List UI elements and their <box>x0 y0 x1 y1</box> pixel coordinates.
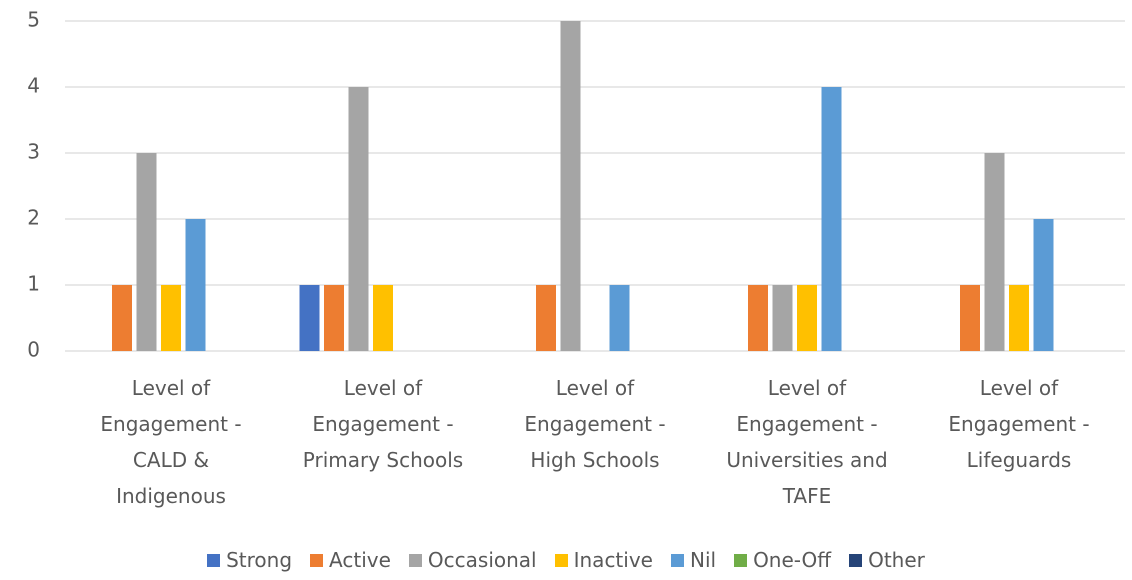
legend-swatch <box>670 553 684 567</box>
bar <box>960 285 980 351</box>
x-tick-label: Level of Engagement - Primary Schools <box>302 376 464 472</box>
bar <box>324 285 344 351</box>
bar <box>821 87 842 351</box>
bar <box>609 285 630 351</box>
bar <box>797 285 817 351</box>
bar <box>136 153 157 351</box>
legend-label: One-Off <box>753 548 832 572</box>
legend-item: Other <box>849 548 925 572</box>
legend-label: Other <box>868 548 925 572</box>
bar <box>373 285 393 351</box>
y-tick-label: 0 <box>27 338 40 362</box>
bar <box>536 285 556 351</box>
x-tick-label: Level of Engagement - Universities and T… <box>726 376 888 508</box>
legend: Strong Active Occasional Inactive Nil One-Off… <box>0 548 1132 572</box>
legend-swatch <box>734 553 748 567</box>
legend-label: Inactive <box>573 548 653 572</box>
legend-item: Strong <box>207 548 292 572</box>
x-tick-label: Level of Engagement - Lifeguards <box>948 376 1090 472</box>
legend-swatch <box>207 553 221 567</box>
legend-label: Strong <box>226 548 293 572</box>
legend-item: Occasional <box>408 548 537 572</box>
bar <box>112 285 132 351</box>
bar <box>299 285 320 351</box>
bar <box>1009 285 1029 351</box>
legend-label: Nil <box>689 548 717 572</box>
legend-swatch <box>849 553 863 567</box>
x-tick-label: Level of Engagement - CALD & Indigenous <box>100 376 242 508</box>
legend-item: Active <box>310 548 391 572</box>
bar <box>984 153 1005 351</box>
bar <box>748 285 768 351</box>
y-tick-label: 4 <box>27 74 40 98</box>
legend-label: Active <box>329 548 391 572</box>
y-tick-label: 2 <box>27 206 40 230</box>
legend-swatch <box>310 553 324 567</box>
legend-swatch <box>554 553 568 567</box>
legend-swatch <box>408 553 422 567</box>
y-tick-label: 5 <box>27 8 40 32</box>
bar <box>1033 219 1054 351</box>
legend-label: Occasional <box>427 548 537 572</box>
bar <box>161 285 181 351</box>
y-tick-label: 1 <box>27 272 40 296</box>
legend-item: Nil <box>670 548 717 572</box>
y-tick-label: 3 <box>27 140 40 164</box>
bar <box>185 219 206 351</box>
legend-item: Inactive <box>554 548 653 572</box>
bar <box>560 21 581 351</box>
bar <box>348 87 369 351</box>
x-tick-label: Level of Engagement - High Schools <box>524 376 666 472</box>
legend-item: One-Off <box>734 548 831 572</box>
bar <box>772 285 793 351</box>
